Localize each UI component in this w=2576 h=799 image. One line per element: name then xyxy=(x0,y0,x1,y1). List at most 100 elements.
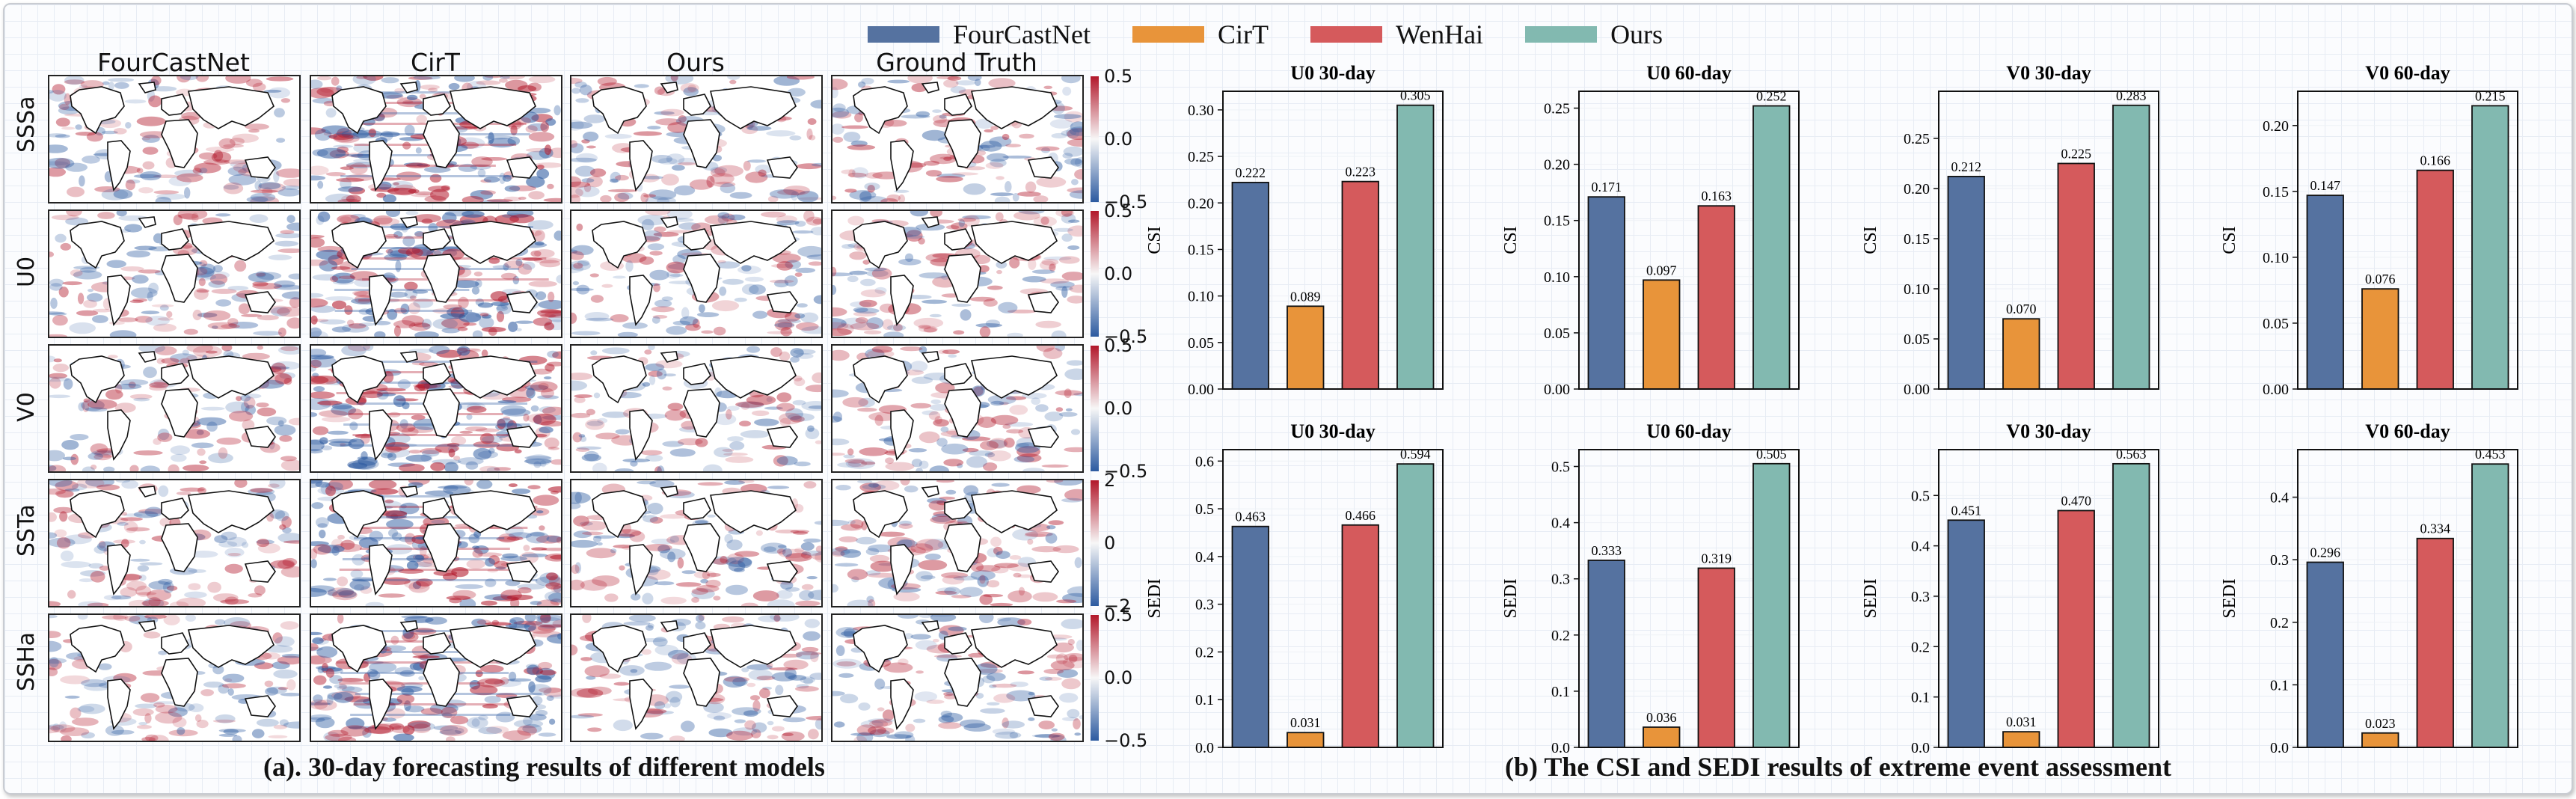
colorbar xyxy=(1091,76,1099,202)
bar xyxy=(2306,561,2344,748)
colorbar-tick-label: 0.5 xyxy=(1104,200,1133,221)
bar-value-label: 0.283 xyxy=(2116,88,2147,103)
bar-value-label: 0.505 xyxy=(1756,447,1787,462)
bar-value-label: 0.470 xyxy=(2061,493,2092,508)
bar xyxy=(2306,195,2344,390)
bar xyxy=(1341,524,1379,748)
map-caption: (a). 30-day forecasting results of diffe… xyxy=(263,752,825,782)
forecast-map-panel xyxy=(48,209,301,338)
y-axis-label: SEDI xyxy=(2220,578,2239,618)
colorbar xyxy=(1091,480,1099,606)
bar-value-label: 0.166 xyxy=(2420,153,2451,168)
forecast-map-panel xyxy=(310,613,562,742)
y-tick-label: 0.00 xyxy=(1544,382,1570,398)
y-tick-label: 0.5 xyxy=(1195,501,1214,518)
forecast-map-panel xyxy=(310,344,562,473)
axes-frame xyxy=(1222,91,1444,390)
colorbar-tick-label: −2 xyxy=(1104,596,1131,616)
chart-title: U0 30-day xyxy=(1290,62,1375,84)
bar xyxy=(1697,567,1735,748)
bar-value-label: 0.334 xyxy=(2420,521,2451,536)
colorbar-tick-label: 0.0 xyxy=(1104,263,1133,284)
y-tick-label: 0.2 xyxy=(2270,615,2289,631)
map-column-header: Ours xyxy=(666,48,725,77)
y-tick-label: 0.20 xyxy=(1544,157,1570,174)
bar-caption: (b) The CSI and SEDI results of extreme … xyxy=(1505,752,2171,782)
y-tick-label: 0.10 xyxy=(2263,250,2289,266)
y-tick-label: 0.05 xyxy=(1904,331,1930,348)
y-axis-label: CSI xyxy=(1501,226,1521,254)
y-axis-label: SEDI xyxy=(1861,578,1880,618)
chart-title: U0 30-day xyxy=(1290,420,1375,442)
chart-title: V0 30-day xyxy=(2006,420,2091,442)
bar-value-label: 0.333 xyxy=(1592,543,1622,558)
axes-frame xyxy=(1222,449,1444,748)
y-tick-label: 0.15 xyxy=(1188,242,1214,258)
colorbar-tick-label: −0.5 xyxy=(1104,326,1148,347)
bar xyxy=(1287,305,1325,390)
y-tick-label: 0.25 xyxy=(1904,131,1930,147)
colorbar-tick-label: 0.0 xyxy=(1104,398,1133,419)
y-tick-label: 0.05 xyxy=(1188,335,1214,352)
legend-item-fourcastnet: FourCastNet xyxy=(868,19,1091,50)
bar xyxy=(2471,105,2509,390)
bar xyxy=(1643,279,1681,390)
y-tick-label: 0.15 xyxy=(2263,184,2289,200)
y-axis-label: CSI xyxy=(1145,226,1165,254)
y-tick-label: 0.3 xyxy=(1195,597,1214,613)
y-axis-label: SEDI xyxy=(1501,578,1521,618)
y-tick-label: 0.6 xyxy=(1195,453,1214,470)
forecast-map-panel xyxy=(570,479,823,607)
bar xyxy=(2057,509,2095,748)
forecast-map-panel xyxy=(310,209,562,338)
forecast-map-panel xyxy=(310,479,562,607)
y-tick-label: 0.15 xyxy=(1904,231,1930,248)
bar xyxy=(2002,731,2040,748)
bar xyxy=(1947,176,1985,390)
bar-value-label: 0.031 xyxy=(1290,715,1321,730)
y-tick-label: 0.1 xyxy=(2270,677,2289,694)
legend-swatch-ours xyxy=(1525,26,1598,43)
colorbar-tick-label: 0.5 xyxy=(1104,604,1133,625)
colorbar-tick-label: −0.5 xyxy=(1104,461,1148,482)
legend-item-ours: Ours xyxy=(1525,19,1663,50)
y-tick-label: 0.20 xyxy=(1904,181,1930,198)
y-tick-label: 0.0 xyxy=(1195,740,1214,756)
bar xyxy=(2416,537,2454,748)
bar xyxy=(1396,104,1435,390)
bar-value-label: 0.215 xyxy=(2475,88,2506,103)
y-tick-label: 0.4 xyxy=(2270,490,2289,506)
bar xyxy=(1341,180,1379,390)
forecast-map-panel xyxy=(48,344,301,473)
bar-value-label: 0.076 xyxy=(2365,272,2396,287)
y-tick-label: 0.0 xyxy=(1551,740,1570,756)
y-tick-label: 0.2 xyxy=(1911,639,1930,655)
y-tick-label: 0.4 xyxy=(1195,549,1214,566)
y-axis-label: CSI xyxy=(2220,226,2239,254)
bar xyxy=(1587,196,1625,390)
axes-frame xyxy=(2297,449,2518,748)
bar xyxy=(2471,463,2509,748)
forecast-map-panel xyxy=(570,613,823,742)
bar-value-label: 0.147 xyxy=(2310,178,2341,193)
bar-value-label: 0.036 xyxy=(1646,710,1677,725)
colorbar-tick-label: 0.0 xyxy=(1104,129,1133,150)
bar-value-label: 0.305 xyxy=(1400,88,1431,103)
legend-label: CirT xyxy=(1218,19,1269,49)
y-tick-label: 0.25 xyxy=(1188,149,1214,165)
forecast-map-panel xyxy=(570,75,823,203)
axes-frame xyxy=(1578,91,1800,390)
legend-swatch-wenhai xyxy=(1310,26,1382,43)
colorbar-tick-label: 0.5 xyxy=(1104,335,1133,356)
bar xyxy=(2002,318,2040,390)
forecast-map-panel xyxy=(48,613,301,742)
bar-value-label: 0.594 xyxy=(1400,447,1431,462)
bar xyxy=(1587,560,1625,748)
bar-value-label: 0.223 xyxy=(1346,165,1376,180)
bar-value-label: 0.319 xyxy=(1702,551,1732,566)
y-tick-label: 0.10 xyxy=(1904,281,1930,298)
y-tick-label: 0.10 xyxy=(1544,269,1570,286)
axes-frame xyxy=(1938,449,2159,748)
chart-title: V0 60-day xyxy=(2365,62,2450,84)
